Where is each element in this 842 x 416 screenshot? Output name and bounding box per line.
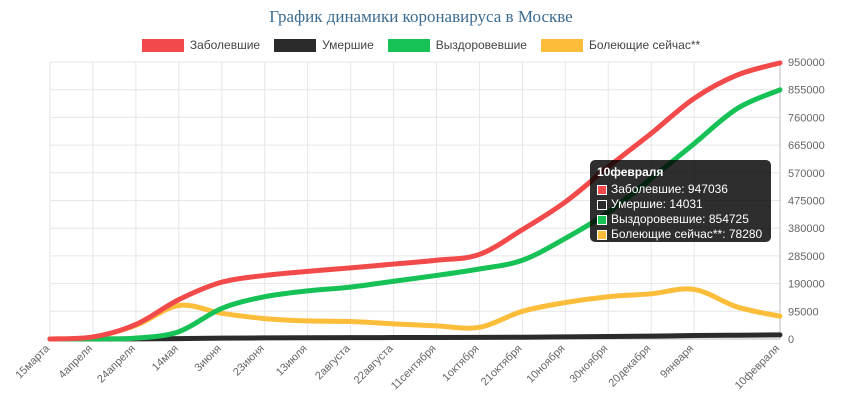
x-tick-label: 15марта xyxy=(13,342,52,381)
y-tick-label: 760000 xyxy=(788,112,825,124)
tooltip-row-infected: Заболевшие: 947036 xyxy=(597,182,764,197)
tooltip-swatch-active xyxy=(597,229,607,240)
x-tick-label: 30ноября xyxy=(567,343,610,386)
tooltip-row-deaths: Умершие: 14031 xyxy=(597,197,764,212)
legend-swatch-active xyxy=(540,38,583,52)
y-tick-label: 0 xyxy=(788,334,794,346)
x-tick-label: 20декабря xyxy=(606,343,653,390)
x-tick-label: 21октября xyxy=(479,343,525,389)
x-tick-label: 11сентября xyxy=(389,343,439,393)
tooltip-label-deaths: Умершие: 14031 xyxy=(611,197,703,211)
legend-item-recovered[interactable]: Выздоровевшие xyxy=(387,38,527,52)
x-tick-label: 10февраля xyxy=(733,343,782,392)
tooltip-swatch-recovered xyxy=(597,214,607,225)
x-tick-label: 2августа xyxy=(313,342,353,382)
x-tick-label: 23июня xyxy=(231,343,267,379)
x-tick-label: 9января xyxy=(658,343,696,381)
x-tick-label: 10ноября xyxy=(525,343,568,386)
x-tick-label: 24апреля xyxy=(95,343,138,386)
chart-title: График динамики коронавируса в Москве xyxy=(269,7,573,26)
legend-item-deaths[interactable]: Умершие xyxy=(274,38,374,52)
legend-item-active[interactable]: Болеющие сейчас** xyxy=(540,38,701,52)
y-tick-label: 95000 xyxy=(788,306,819,318)
x-tick-label: 1октября xyxy=(440,343,481,384)
tooltip-label-active: Болеющие сейчас**: 78280 xyxy=(611,227,763,241)
legend: Заболевшие Умершие Выздоровевшие Болеющи… xyxy=(0,38,842,52)
x-tick-label: 3июня xyxy=(192,343,224,375)
y-tick-label: 190000 xyxy=(788,279,825,291)
tooltip-label-recovered: Выздоровевшие: 854725 xyxy=(611,212,749,226)
tooltip-row-active: Болеющие сейчас**: 78280 xyxy=(597,227,764,242)
legend-item-infected[interactable]: Заболевшие xyxy=(141,38,261,52)
tooltip-swatch-infected xyxy=(597,184,607,195)
series-line-infected xyxy=(47,60,783,342)
y-tick-label: 570000 xyxy=(788,168,825,180)
y-tick-label: 950000 xyxy=(788,57,825,69)
tooltip-title: 10февраля xyxy=(597,165,664,179)
y-tick-label: 855000 xyxy=(788,85,825,97)
y-tick-label: 285000 xyxy=(788,251,825,263)
x-tick-label: 22августа xyxy=(352,342,397,387)
x-tick-label: 14мая xyxy=(150,343,181,374)
y-tick-label: 475000 xyxy=(788,196,825,208)
tooltip-row-recovered: Выздоровевшие: 854725 xyxy=(597,212,764,227)
series-line-deaths xyxy=(47,332,783,342)
x-tick-label: 13июля xyxy=(274,343,310,379)
tooltip-swatch-deaths xyxy=(597,199,607,210)
legend-label-deaths: Умершие xyxy=(322,38,374,52)
tooltip: 10февраля Заболевшие: 947036 Умершие: 14… xyxy=(590,160,771,242)
legend-label-infected: Заболевшие xyxy=(189,38,261,52)
x-tick-label: 4апреля xyxy=(57,343,96,382)
legend-swatch-recovered xyxy=(387,38,430,52)
legend-swatch-infected xyxy=(141,38,184,52)
legend-label-recovered: Выздоровевшие xyxy=(435,38,527,52)
legend-label-active: Болеющие сейчас** xyxy=(588,38,701,52)
tooltip-label-infected: Заболевшие: 947036 xyxy=(611,182,728,196)
y-tick-label: 665000 xyxy=(788,140,825,152)
series-line-active xyxy=(47,286,783,342)
y-tick-label: 380000 xyxy=(788,223,825,235)
legend-swatch-deaths xyxy=(274,38,317,52)
